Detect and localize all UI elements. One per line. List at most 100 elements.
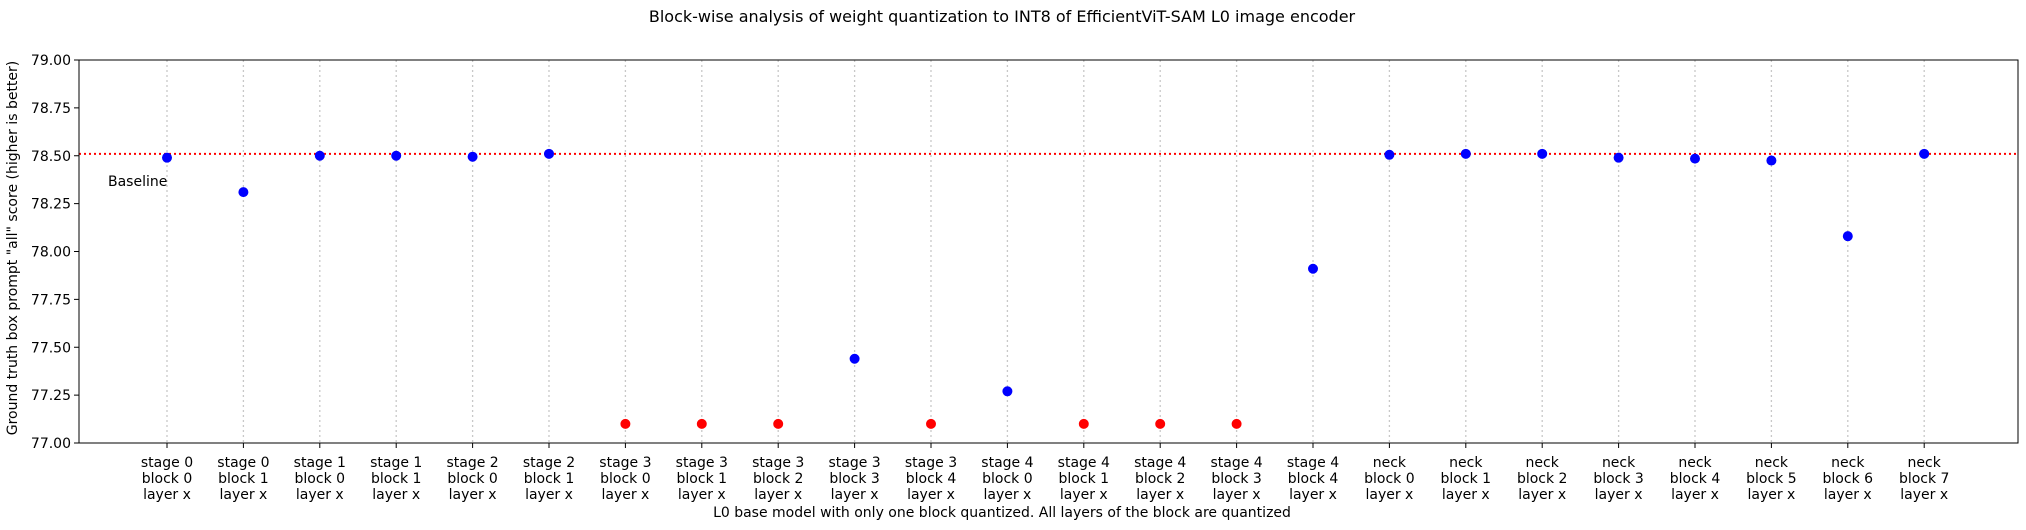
data-point <box>467 151 478 162</box>
data-point <box>1308 263 1318 274</box>
x-tick-label: neck <box>1908 455 1942 471</box>
data-point <box>1155 418 1166 429</box>
x-tick-label: layer x <box>1136 487 1184 503</box>
data-point <box>1384 149 1395 160</box>
chart-title: Block-wise analysis of weight quantizati… <box>649 7 1356 26</box>
x-tick-label: stage 0 <box>141 455 193 471</box>
x-tick-label: layer x <box>1365 487 1413 503</box>
data-point <box>1690 153 1700 164</box>
data-point <box>1766 155 1777 166</box>
x-tick-label: block 0 <box>982 471 1033 487</box>
x-tick-label: layer x <box>907 487 955 503</box>
x-tick-label: block 0 <box>1364 471 1415 487</box>
x-tick-label: stage 0 <box>217 455 269 471</box>
x-tick-label: stage 3 <box>599 455 651 471</box>
x-tick-label: neck <box>1449 455 1483 471</box>
x-tick-label: layer x <box>1289 487 1337 503</box>
data-point <box>1231 418 1242 429</box>
data-point <box>391 150 402 161</box>
x-tick-label: block 0 <box>295 471 346 487</box>
x-tick-label: block 2 <box>753 471 804 487</box>
data-point <box>1460 148 1471 159</box>
x-axis-label: L0 base model with only one block quanti… <box>713 505 1291 521</box>
x-tick-label: stage 3 <box>676 455 728 471</box>
x-tick-label: layer x <box>601 487 649 503</box>
x-tick-label: block 4 <box>1288 471 1339 487</box>
data-point <box>238 187 249 198</box>
x-tick-label: layer x <box>525 487 573 503</box>
x-tick-label: layer x <box>1747 487 1795 503</box>
x-tick-label: neck <box>1678 455 1712 471</box>
x-tick-label: layer x <box>1671 487 1719 503</box>
x-tick-label: block 0 <box>600 471 651 487</box>
x-tick-label: stage 3 <box>828 455 880 471</box>
data-point <box>1078 418 1089 429</box>
x-tick-label: layer x <box>1595 487 1643 503</box>
x-tick-label: block 6 <box>1823 471 1874 487</box>
x-tick-label: stage 3 <box>905 455 957 471</box>
x-tick-label: block 3 <box>1211 471 1262 487</box>
x-tick-label: stage 4 <box>1134 455 1186 471</box>
x-tick-label: block 3 <box>829 471 880 487</box>
x-tick-label: layer x <box>831 487 879 503</box>
y-tick-label: 77.50 <box>31 340 71 356</box>
data-point <box>1842 231 1853 242</box>
x-tick-label: neck <box>1526 455 1560 471</box>
x-tick-label: stage 4 <box>981 455 1033 471</box>
y-axis-label: Ground truth box prompt "all" score (hig… <box>5 61 21 436</box>
x-tick-label: stage 4 <box>1058 455 1110 471</box>
data-point <box>696 418 707 429</box>
x-tick-label: block 1 <box>371 471 422 487</box>
x-tick-label: neck <box>1602 455 1636 471</box>
data-point <box>849 353 860 364</box>
x-tick-label: block 2 <box>1517 471 1568 487</box>
y-tick-label: 78.50 <box>31 149 71 165</box>
x-tick-label: neck <box>1755 455 1789 471</box>
data-point <box>926 418 936 429</box>
x-tick-label: stage 2 <box>446 455 498 471</box>
x-tick-label: layer x <box>1213 487 1261 503</box>
data-point <box>1919 148 1930 159</box>
y-tick-label: 77.75 <box>31 292 71 308</box>
x-tick-label: layer x <box>1518 487 1566 503</box>
x-tick-label: layer x <box>754 487 802 503</box>
x-tick-label: stage 3 <box>752 455 804 471</box>
y-tick-label: 78.00 <box>31 245 71 261</box>
x-tick-label: block 0 <box>142 471 193 487</box>
x-tick-label: block 0 <box>447 471 498 487</box>
data-point <box>544 148 554 159</box>
plot-frame <box>78 59 2019 444</box>
y-tick-label: 77.00 <box>31 436 71 452</box>
x-tick-label: layer x <box>1900 487 1948 503</box>
data-point <box>314 150 325 161</box>
x-tick-label: layer x <box>1060 487 1108 503</box>
x-tick-label: neck <box>1831 455 1865 471</box>
data-point <box>162 152 172 163</box>
x-tick-label: layer x <box>678 487 726 503</box>
baseline-label: Baseline <box>108 174 167 190</box>
x-tick-label: layer x <box>296 487 344 503</box>
x-tick-label: block 2 <box>1135 471 1186 487</box>
y-tick-label: 79.00 <box>31 53 71 69</box>
x-tick-label: layer x <box>1442 487 1490 503</box>
x-tick-label: block 1 <box>524 471 575 487</box>
x-tick-label: stage 2 <box>523 455 575 471</box>
x-tick-label: layer x <box>372 487 420 503</box>
x-tick-label: block 5 <box>1746 471 1797 487</box>
x-tick-label: block 1 <box>218 471 269 487</box>
x-tick-label: stage 1 <box>294 455 346 471</box>
x-tick-label: block 4 <box>1670 471 1721 487</box>
data-point <box>1537 148 1548 159</box>
x-tick-label: block 3 <box>1593 471 1644 487</box>
x-tick-label: layer x <box>983 487 1031 503</box>
x-tick-label: neck <box>1373 455 1407 471</box>
x-tick-label: stage 4 <box>1210 455 1262 471</box>
data-point <box>773 418 784 429</box>
y-tick-label: 78.25 <box>31 197 71 213</box>
data-point <box>1002 386 1013 397</box>
x-tick-label: block 4 <box>906 471 957 487</box>
x-tick-label: block 1 <box>1441 471 1492 487</box>
x-tick-label: layer x <box>143 487 191 503</box>
data-point <box>620 418 631 429</box>
